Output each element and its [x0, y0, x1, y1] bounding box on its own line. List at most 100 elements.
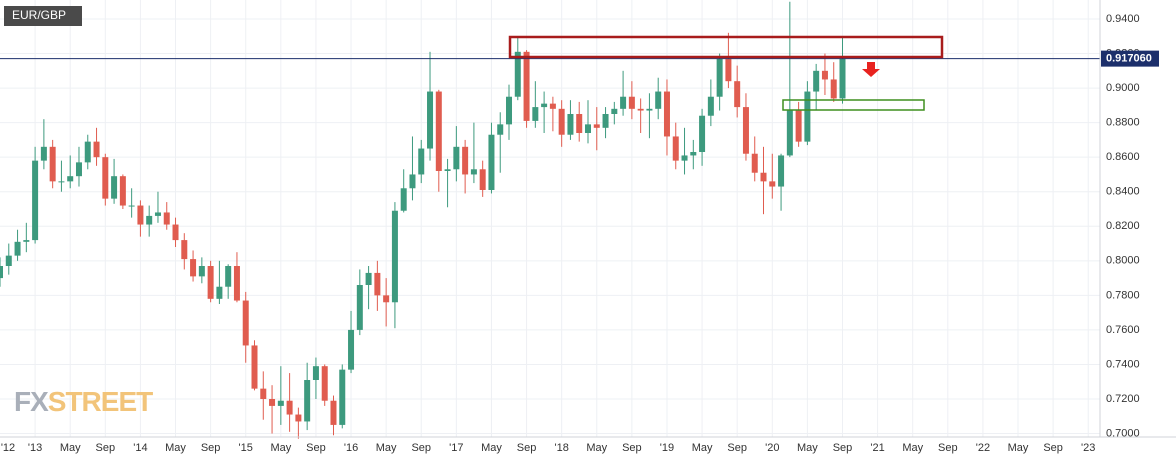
- candle-body: [233, 266, 240, 301]
- candle-body: [111, 176, 118, 199]
- candle-body: [172, 224, 179, 241]
- candle-body: [716, 58, 723, 97]
- candle-body: [251, 345, 258, 389]
- y-tick-label: 0.9000: [1106, 82, 1140, 94]
- candle-body: [225, 266, 232, 287]
- candle-body: [839, 58, 846, 99]
- candle-body: [628, 96, 635, 109]
- candle-body: [75, 162, 82, 177]
- candle-body: [330, 400, 337, 425]
- x-tick-label: May: [1008, 442, 1029, 454]
- candle-body: [339, 369, 346, 425]
- candle-body: [40, 146, 47, 161]
- candle-body: [277, 400, 284, 406]
- x-tick-label: May: [165, 442, 186, 454]
- x-tick-label: '16: [344, 442, 358, 454]
- x-tick-label: '15: [239, 442, 253, 454]
- candle-body: [409, 174, 416, 189]
- candle-body: [549, 103, 556, 109]
- candle-body: [778, 155, 785, 187]
- x-tick-label: '21: [870, 442, 884, 454]
- candle-body: [541, 103, 548, 108]
- candle-body: [312, 366, 319, 380]
- y-tick-label: 0.7800: [1106, 289, 1140, 301]
- watermark: FXSTREET: [14, 386, 153, 417]
- y-tick-label: 0.8400: [1106, 186, 1140, 198]
- candle-body: [269, 399, 276, 406]
- candle-body: [620, 96, 627, 109]
- x-tick-label: Sep: [622, 442, 642, 454]
- candle-body: [93, 141, 100, 158]
- candle-body: [348, 329, 355, 370]
- x-tick-label: Sep: [727, 442, 747, 454]
- symbol-title: EUR/GBP: [12, 8, 66, 22]
- candle-body: [400, 188, 407, 211]
- x-tick-label: May: [270, 442, 291, 454]
- candle-body: [514, 51, 521, 97]
- candle-body: [444, 169, 451, 171]
- y-tick-label: 0.8200: [1106, 220, 1140, 232]
- candle-body: [532, 107, 539, 121]
- candle-body: [462, 146, 469, 175]
- candle-body: [32, 160, 39, 241]
- candle-body: [769, 181, 776, 187]
- x-tick-label: May: [692, 442, 713, 454]
- candle-body: [154, 212, 161, 216]
- candle-body: [383, 295, 390, 303]
- candle-body: [295, 414, 302, 422]
- candle-body: [435, 91, 442, 171]
- y-tick-label: 0.7600: [1106, 324, 1140, 336]
- candle-body: [198, 266, 205, 277]
- x-tick-label: May: [481, 442, 502, 454]
- x-tick-label: Sep: [96, 442, 116, 454]
- candle-body: [707, 96, 714, 116]
- candle-body: [84, 141, 91, 163]
- candle-body: [321, 366, 328, 401]
- candle-body: [576, 114, 583, 133]
- candle-body: [128, 205, 135, 207]
- y-tick-label: 0.8600: [1106, 151, 1140, 163]
- x-tick-label: '20: [765, 442, 779, 454]
- x-tick-label: Sep: [411, 442, 431, 454]
- x-tick-label: May: [376, 442, 397, 454]
- candle-body: [365, 272, 372, 285]
- candle-body: [286, 400, 293, 415]
- support-box: [782, 99, 925, 111]
- candle-body: [663, 91, 670, 137]
- watermark-prefix: FX: [14, 386, 49, 417]
- candle-body: [479, 169, 486, 190]
- candle-body: [637, 108, 644, 111]
- watermark-suffix: STREET: [48, 386, 153, 417]
- candle-body: [681, 155, 688, 161]
- last-price-label: 0.917060: [1106, 53, 1152, 65]
- candle-body: [742, 107, 749, 154]
- candle-body: [497, 124, 504, 135]
- x-tick-label: '12: [1, 442, 15, 454]
- candle-body: [734, 81, 741, 108]
- candle-body: [830, 79, 837, 99]
- candle-body: [699, 115, 706, 152]
- candle-body: [611, 108, 618, 114]
- y-tick-label: 0.8800: [1106, 117, 1140, 129]
- x-tick-label: May: [797, 442, 818, 454]
- x-tick-label: May: [60, 442, 81, 454]
- y-tick-label: 0.7200: [1106, 393, 1140, 405]
- candle-body: [470, 169, 477, 175]
- candle-body: [391, 210, 398, 303]
- candle-body: [242, 300, 249, 346]
- candle-body: [506, 96, 513, 125]
- candle-body: [216, 286, 223, 299]
- x-tick-label: May: [586, 442, 607, 454]
- resistance-box: [508, 35, 944, 59]
- y-tick-label: 0.9400: [1106, 13, 1140, 25]
- candle-body: [813, 70, 820, 92]
- x-tick-label: '23: [1081, 442, 1095, 454]
- candle-body: [488, 134, 495, 190]
- candle-body: [374, 272, 381, 296]
- candles: [0, 1, 1100, 439]
- y-tick-label: 0.7400: [1106, 358, 1140, 370]
- candle-body: [102, 157, 109, 199]
- x-tick-label: Sep: [306, 442, 326, 454]
